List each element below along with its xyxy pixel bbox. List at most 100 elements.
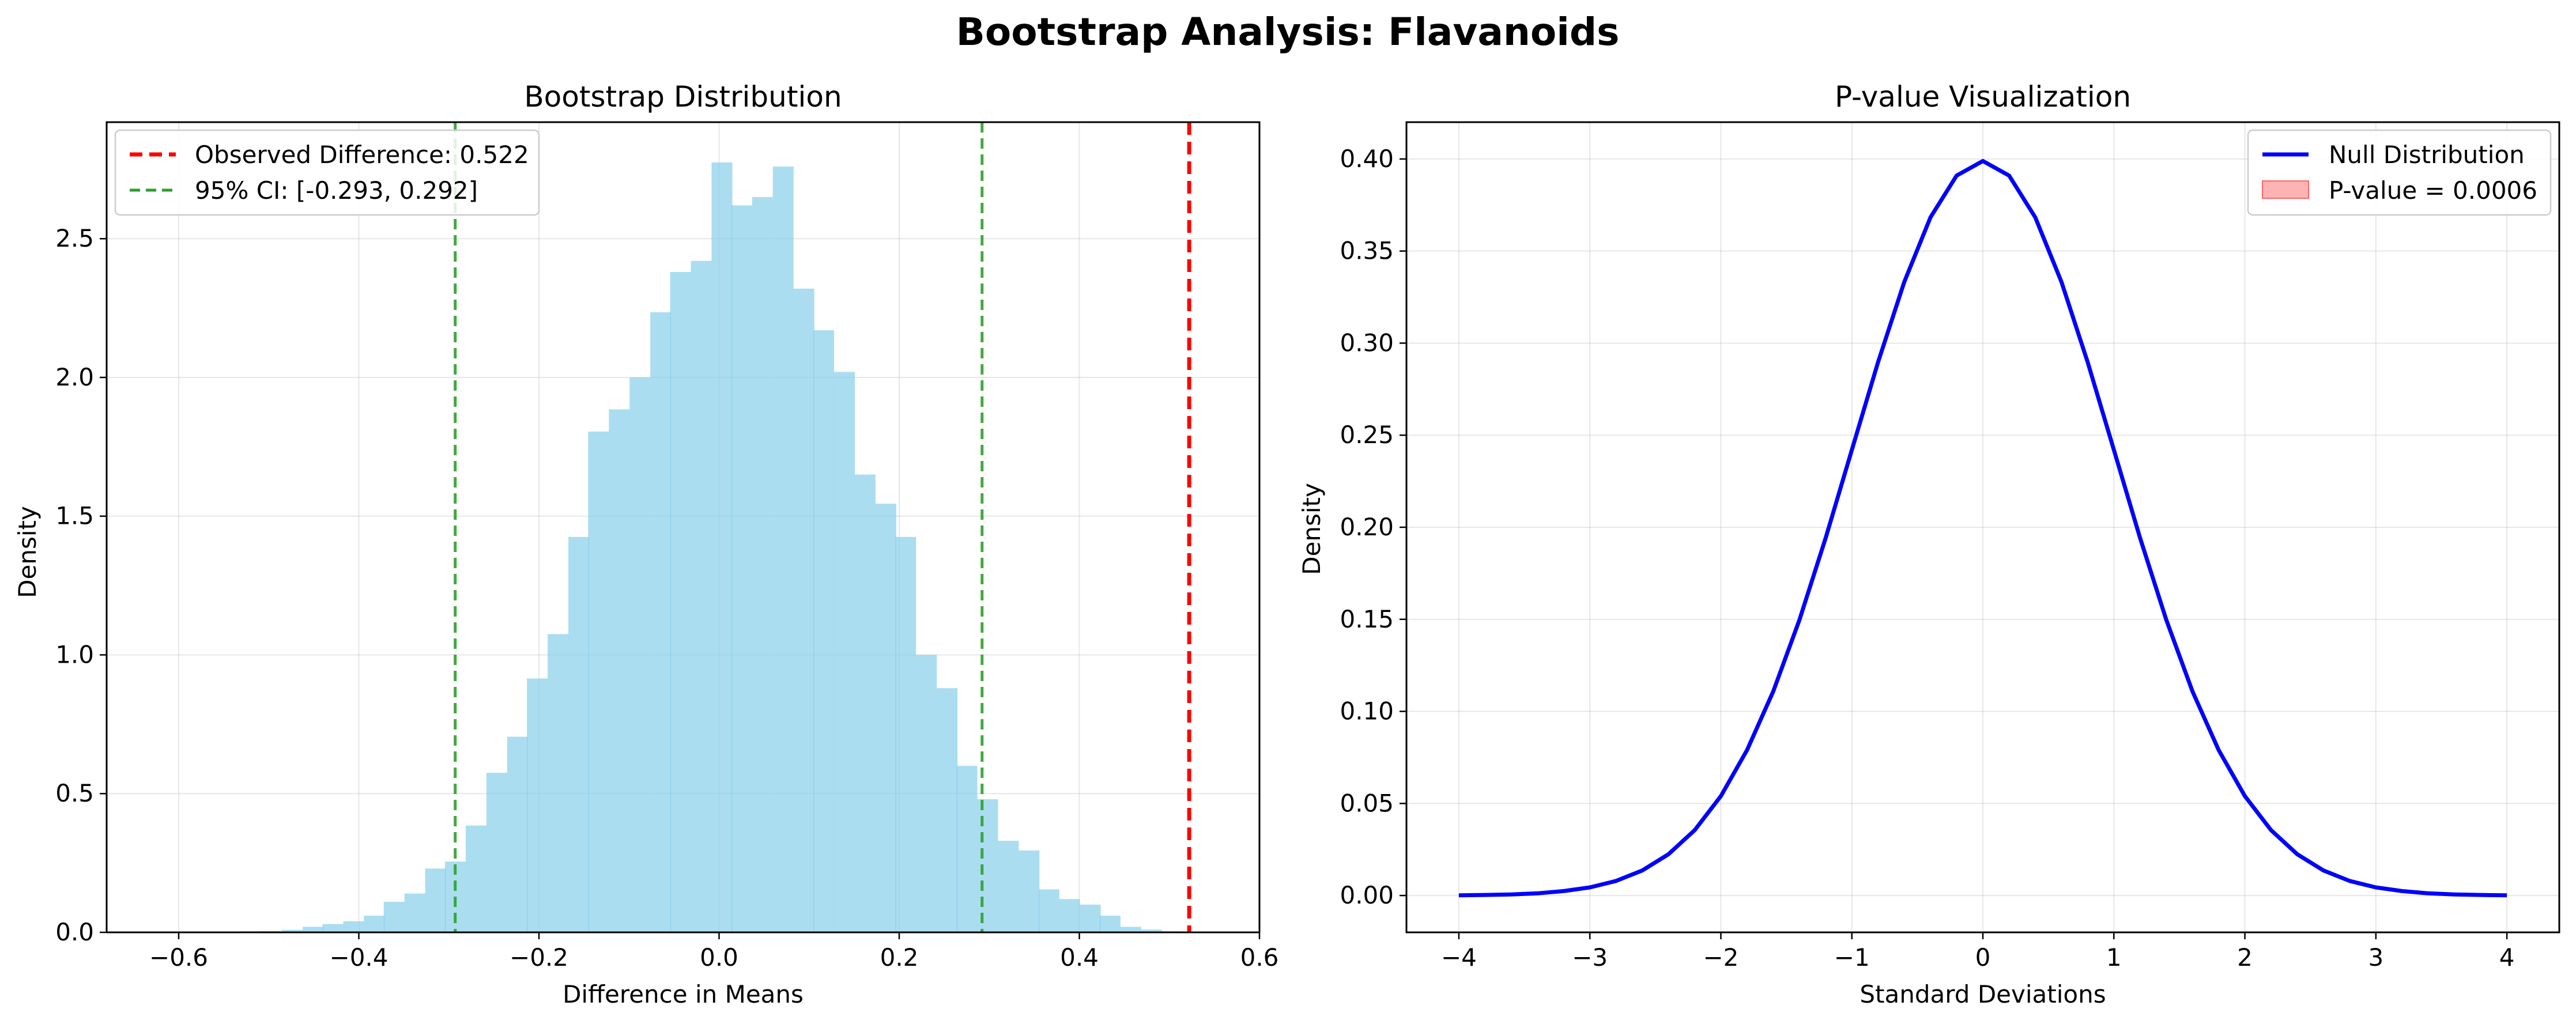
histogram-bar	[1019, 850, 1040, 932]
pvalue-y-tick-label: 0.10	[1340, 697, 1394, 725]
histogram-bar	[364, 916, 385, 932]
histogram-bar	[343, 921, 364, 932]
histogram-bar	[956, 766, 978, 932]
histogram-bar	[875, 504, 896, 932]
histogram-y-tick-label: 2.5	[55, 224, 94, 252]
pvalue-title: P-value Visualization	[1835, 80, 2131, 114]
histogram-bar	[854, 474, 876, 932]
histogram-bar	[752, 197, 773, 932]
histogram-bar	[670, 272, 691, 933]
histogram-bar	[303, 927, 324, 932]
histogram-bar	[609, 409, 630, 932]
histogram-legend: Observed Difference: 0.522 95% CI: [-0.2…	[114, 129, 540, 216]
histogram-title: Bootstrap Distribution	[524, 80, 842, 114]
histogram-bar	[322, 924, 344, 932]
histogram-bar	[527, 678, 548, 932]
pvalue-ticks: −4 −3 −2 −1 0 1 2 3 4 0.00 0.05 0.10 0.15 0.20 0.25 0.3…	[1340, 145, 2514, 972]
pvalue-y-tick-label: 0.30	[1340, 328, 1394, 357]
pvalue-x-tick-label: −4	[1441, 943, 1477, 972]
histogram-bar	[813, 330, 835, 932]
histogram-bar	[568, 536, 590, 932]
histogram-bar	[711, 162, 733, 932]
histogram-bar	[629, 377, 651, 932]
legend-pvalue-swatch	[2262, 180, 2309, 199]
histogram-bar	[937, 688, 958, 932]
histogram-y-tick-label: 2.0	[55, 363, 94, 391]
histogram-reference-lines	[454, 122, 1191, 932]
pvalue-x-tick-label: 4	[2499, 943, 2515, 972]
histogram-bar	[404, 893, 425, 932]
pvalue-legend: Null Distribution P-value = 0.0006	[2247, 129, 2552, 216]
histogram-bar	[507, 736, 528, 932]
pvalue-x-tick-label: 2	[2237, 943, 2253, 972]
histogram-bars	[240, 162, 1183, 933]
pvalue-y-tick-label: 0.00	[1340, 881, 1394, 909]
histogram-bar	[425, 868, 446, 932]
pvalue-y-tick-label: 0.25	[1340, 421, 1394, 449]
histogram-bar	[977, 799, 998, 932]
histogram-axes-frame	[105, 121, 1261, 933]
pvalue-x-axis-label: Standard Deviations	[1860, 980, 2106, 1008]
pvalue-y-tick-label: 0.15	[1340, 605, 1394, 633]
histogram-bar	[772, 167, 794, 932]
pvalue-panel: P-value Visualization Standard Deviation…	[1298, 80, 2560, 1008]
histogram-bar	[282, 929, 303, 932]
histogram-ticks: −0.6 −0.4 −0.2 0.0 0.2 0.4 0.6 0.0 0.5 1.0 1.5 2.0 2…	[55, 224, 1278, 972]
histogram-bar	[588, 431, 609, 932]
pvalue-x-tick-label: 1	[2106, 943, 2122, 972]
histogram-bar	[548, 634, 569, 932]
pvalue-x-tick-label: −2	[1703, 943, 1738, 972]
histogram-bar	[1141, 929, 1162, 932]
histogram-y-tick-label: 0.0	[55, 918, 94, 946]
pvalue-legend-box	[2247, 129, 2552, 216]
histogram-grid	[107, 122, 1260, 933]
histogram-x-tick-label: 0.2	[880, 943, 919, 972]
histogram-bar	[383, 902, 405, 932]
pvalue-x-tick-label: −1	[1834, 943, 1870, 972]
histogram-x-tick-label: 0.6	[1240, 943, 1279, 972]
histogram-bar	[1080, 904, 1101, 932]
figure-title: Bootstrap Analysis: Flavanoids	[956, 10, 1620, 54]
histogram-x-tick-label: 0.0	[700, 943, 738, 972]
histogram-bar	[1038, 889, 1059, 932]
legend-ci-label: 95% CI: [-0.293, 0.292]	[195, 176, 478, 205]
histogram-x-tick-label: −0.4	[330, 943, 389, 972]
histogram-bar	[486, 773, 507, 932]
histogram-bar	[650, 312, 672, 932]
histogram-bar	[998, 841, 1019, 932]
histogram-bar	[916, 655, 937, 932]
pvalue-y-tick-label: 0.40	[1340, 145, 1394, 173]
null-distribution-curve	[1458, 158, 2507, 898]
histogram-bar	[1099, 916, 1121, 932]
histogram-bar	[833, 372, 855, 932]
pvalue-y-tick-label: 0.20	[1340, 513, 1394, 541]
histogram-panel: Bootstrap Distribution Difference in Mea…	[13, 80, 1278, 1008]
legend-null-label: Null Distribution	[2329, 141, 2525, 169]
histogram-x-tick-label: −0.6	[149, 943, 208, 972]
pvalue-x-tick-label: 0	[1975, 943, 1991, 972]
histogram-bar	[731, 205, 752, 933]
histogram-bar	[691, 260, 712, 932]
histogram-bar	[1059, 899, 1080, 932]
pvalue-y-tick-label: 0.05	[1340, 789, 1394, 817]
histogram-x-axis-label: Difference in Means	[563, 980, 804, 1008]
legend-observed-label: Observed Difference: 0.522	[195, 141, 529, 169]
histogram-bar	[793, 288, 814, 933]
pvalue-curve-group	[1458, 158, 2507, 898]
legend-pvalue-label: P-value = 0.0006	[2329, 176, 2537, 205]
histogram-y-tick-label: 1.5	[55, 502, 94, 530]
histogram-bar	[1120, 927, 1141, 932]
histogram-bar	[465, 825, 486, 932]
histogram-y-tick-label: 1.0	[55, 640, 94, 668]
pvalue-y-tick-label: 0.35	[1340, 237, 1394, 265]
histogram-x-tick-label: −0.2	[510, 943, 568, 972]
histogram-y-axis-label: Density	[13, 506, 42, 598]
histogram-x-tick-label: 0.4	[1060, 943, 1099, 972]
histogram-bar	[895, 536, 917, 932]
pvalue-x-tick-label: −3	[1572, 943, 1608, 972]
pvalue-x-tick-label: 3	[2368, 943, 2383, 972]
histogram-y-tick-label: 0.5	[55, 779, 94, 807]
pvalue-y-axis-label: Density	[1298, 483, 1326, 575]
